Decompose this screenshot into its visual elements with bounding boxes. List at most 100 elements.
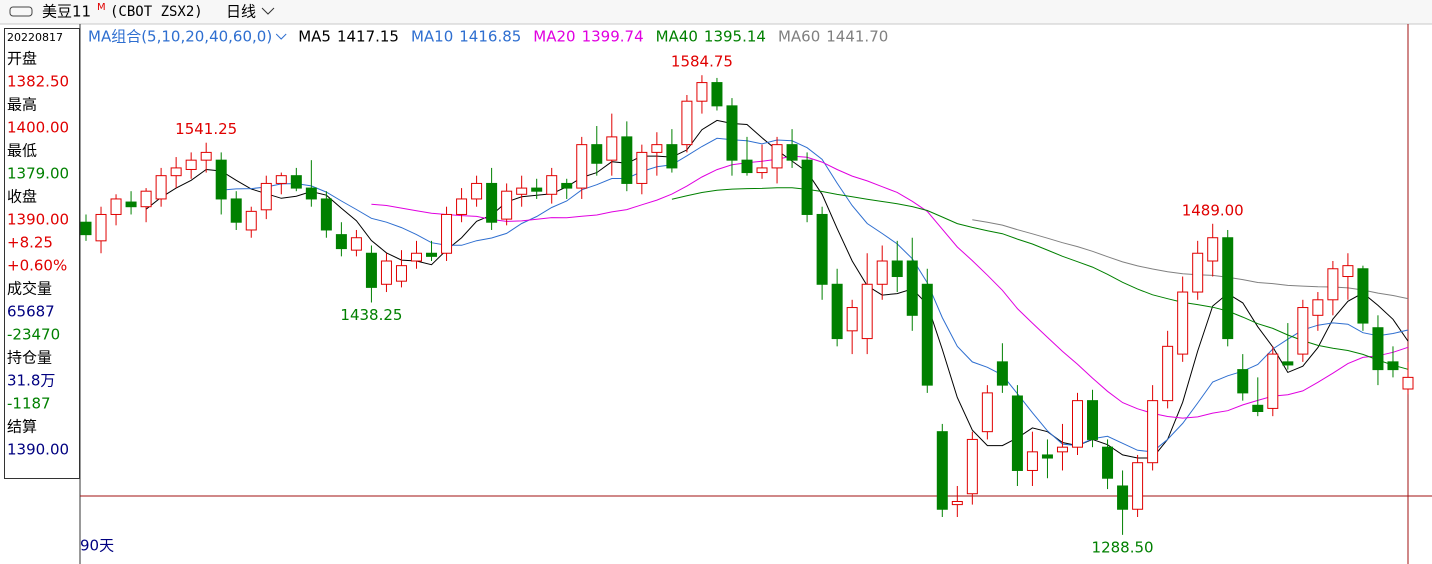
- legend-name: MA20: [533, 28, 575, 46]
- dropdown-icon[interactable]: [261, 7, 275, 15]
- candle-body: [200, 151, 212, 161]
- candle-body: [906, 260, 918, 316]
- candle-body: [546, 175, 558, 195]
- legend-value: 1395.14: [704, 28, 766, 46]
- candle-body: [1056, 446, 1068, 453]
- extreme-label: 1541.25: [175, 120, 237, 138]
- candle-body: [1327, 268, 1339, 301]
- candle-body: [951, 500, 963, 506]
- candle-body: [651, 144, 663, 153]
- candle-body: [95, 213, 107, 242]
- candle-body: [1072, 400, 1083, 448]
- candle-body: [80, 221, 92, 236]
- candle-body: [441, 213, 453, 254]
- candle-body: [380, 260, 392, 285]
- date: 20220817: [7, 31, 63, 44]
- candle-body: [921, 283, 933, 386]
- candle-body: [1267, 353, 1279, 409]
- candle-body: [1312, 299, 1324, 316]
- candle-body: [1177, 291, 1189, 355]
- info-value: 1390.00: [7, 441, 69, 459]
- info-value: 65687: [7, 303, 55, 321]
- candle-body: [1252, 404, 1264, 413]
- candle-body: [816, 213, 828, 285]
- candle-body: [1041, 454, 1053, 459]
- candle-body: [305, 187, 317, 200]
- candle-body: [471, 182, 483, 200]
- legend-name: MA10: [411, 28, 453, 46]
- extreme-label: 1438.25: [340, 306, 402, 324]
- candle-body: [350, 237, 362, 251]
- toolbar: [0, 0, 1432, 24]
- candle-body: [1297, 307, 1309, 355]
- candle-body: [140, 190, 152, 208]
- candle-body: [1357, 268, 1369, 324]
- ma-line: [972, 219, 1409, 300]
- candle-body: [1372, 327, 1384, 371]
- legend-name: MA40: [656, 28, 698, 46]
- link-icon[interactable]: [9, 6, 33, 17]
- legend-dropdown: [275, 33, 287, 40]
- legend-value: 1399.74: [582, 28, 644, 46]
- candle-body: [335, 234, 347, 250]
- candle-body: [275, 175, 287, 184]
- candle-body: [786, 144, 798, 161]
- info-value: 1390.00: [7, 211, 69, 229]
- candle-body: [636, 151, 648, 184]
- info-label: 最低: [7, 142, 37, 160]
- period[interactable]: 日线: [226, 3, 256, 21]
- info-value: 31.8万: [7, 372, 55, 390]
- candle-body: [756, 167, 768, 174]
- candle-body: [966, 438, 978, 495]
- candle-body: [1162, 345, 1174, 402]
- info-value: 1379.00: [7, 165, 69, 183]
- candle-body: [411, 252, 422, 262]
- candle-body: [936, 431, 948, 510]
- info-panel: [4, 28, 80, 479]
- info-label: 成交量: [7, 280, 52, 298]
- candle-body: [576, 144, 588, 189]
- candle-body: [320, 198, 332, 231]
- candle-body: [561, 182, 573, 189]
- candle-body: [531, 187, 543, 192]
- candle-body: [981, 392, 993, 433]
- candle-body: [876, 260, 888, 285]
- candle-body: [1237, 369, 1249, 394]
- candle-body: [1207, 237, 1219, 262]
- candle-body: [1402, 376, 1414, 390]
- candle-body: [1132, 462, 1144, 510]
- candle-body: [501, 190, 513, 220]
- legend-title[interactable]: MA组合(5,10,20,40,60,0): [88, 28, 272, 46]
- info-value: +0.60%: [7, 257, 67, 275]
- code: (CBOT ZSX2): [110, 4, 203, 20]
- candle-body: [185, 159, 197, 170]
- candle-body: [606, 136, 618, 161]
- candle-body: [1102, 446, 1114, 479]
- ma-line: [371, 155, 1409, 419]
- extreme-label: 1489.00: [1182, 201, 1244, 219]
- candle-body: [155, 175, 167, 200]
- candle-body: [621, 136, 633, 184]
- candle-body: [245, 210, 257, 231]
- info-value: -23470: [7, 326, 60, 344]
- extreme-label: 1584.75: [671, 53, 733, 71]
- ma-line: [671, 187, 1409, 370]
- candle-body: [170, 167, 182, 177]
- candle-body: [711, 82, 723, 107]
- info-value: -1187: [7, 395, 51, 413]
- info-value: +8.25: [7, 234, 53, 252]
- candle-body: [996, 361, 1008, 386]
- candle-body: [696, 82, 708, 102]
- info-value: 1400.00: [7, 119, 69, 137]
- candle-body: [395, 265, 407, 282]
- legend-value: 1416.85: [459, 28, 521, 46]
- candle-body: [741, 159, 753, 174]
- legend-value: 1441.70: [826, 28, 888, 46]
- ma-line: [221, 137, 1409, 453]
- candle-body: [1342, 265, 1354, 278]
- info-value: 1382.50: [7, 73, 69, 91]
- candle-body: [666, 144, 678, 169]
- info-label: 持仓量: [7, 349, 52, 367]
- candle-body: [726, 105, 738, 161]
